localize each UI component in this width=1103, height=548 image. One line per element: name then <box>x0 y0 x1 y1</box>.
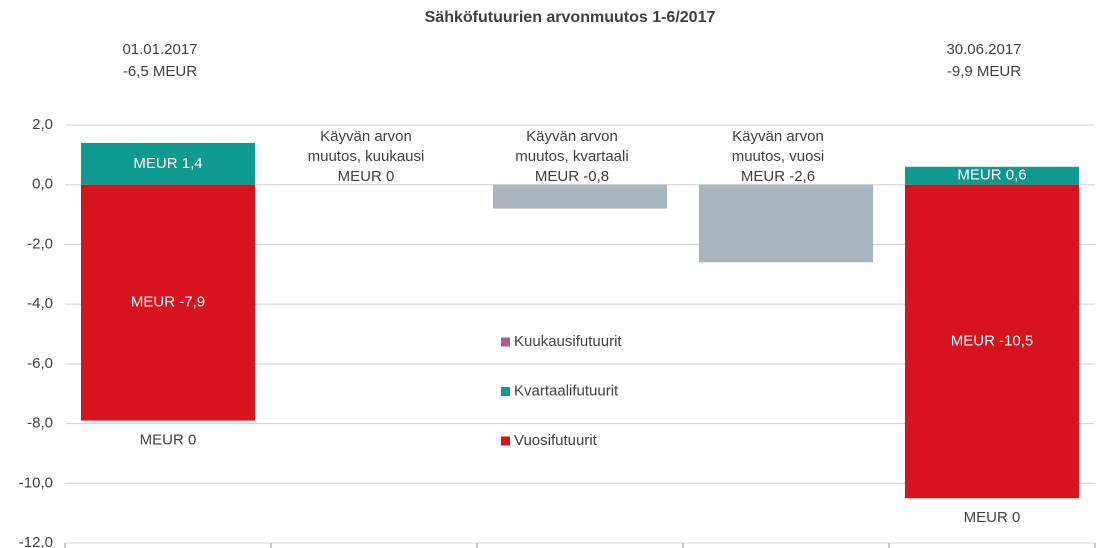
value-label: MEUR 0 <box>338 168 395 185</box>
bar-segment <box>80 142 256 185</box>
value-label: MEUR -10,5 <box>951 332 1034 349</box>
value-label: MEUR 0 <box>140 432 197 449</box>
bar-segment <box>904 166 1080 185</box>
legend-swatch <box>501 436 510 446</box>
legend-label: Kvartaalifutuurit <box>514 382 619 399</box>
value-label: MEUR 0 <box>964 509 1021 526</box>
y-tick-label: 0,0 <box>32 176 53 193</box>
value-label: MEUR -2,6 <box>741 168 815 185</box>
legend-label: Vuosifutuurit <box>514 432 598 449</box>
change-bar <box>492 184 668 209</box>
y-tick-label: -10,0 <box>19 474 53 491</box>
value-label: MEUR 0,6 <box>957 167 1026 184</box>
y-tick-label: -12,0 <box>19 534 53 548</box>
total-label: -6,5 MEUR <box>123 63 197 80</box>
y-tick-label: -6,0 <box>27 355 53 372</box>
legend-swatch <box>501 337 510 347</box>
total-label: -9,9 MEUR <box>947 63 1021 80</box>
value-label: MEUR -0,8 <box>535 168 609 185</box>
value-label: MEUR 1,4 <box>133 155 202 172</box>
chart-title: Sähköfutuurien arvonmuutos 1-6/2017 <box>425 9 716 26</box>
bar-segment <box>80 184 256 421</box>
y-tick-label: -2,0 <box>27 235 53 252</box>
change-name: muutos, kuukausi <box>308 148 425 165</box>
legend-swatch <box>501 387 510 396</box>
total-date: 30.06.2017 <box>946 41 1021 58</box>
change-bar <box>698 184 874 263</box>
change-name: muutos, kvartaali <box>515 148 628 165</box>
legend-label: Kuukausifutuurit <box>514 333 622 350</box>
value-label: MEUR -7,9 <box>131 294 205 311</box>
y-tick-label: -4,0 <box>27 295 53 312</box>
change-name: Käyvän arvon <box>320 128 412 145</box>
change-name: muutos, vuosi <box>732 148 825 165</box>
y-tick-label: -8,0 <box>27 415 53 432</box>
change-name: Käyvän arvon <box>526 128 618 145</box>
y-tick-label: 2,0 <box>32 116 53 133</box>
change-name: Käyvän arvon <box>732 128 824 145</box>
bar-segment <box>904 184 1080 499</box>
total-date: 01.01.2017 <box>122 41 197 58</box>
